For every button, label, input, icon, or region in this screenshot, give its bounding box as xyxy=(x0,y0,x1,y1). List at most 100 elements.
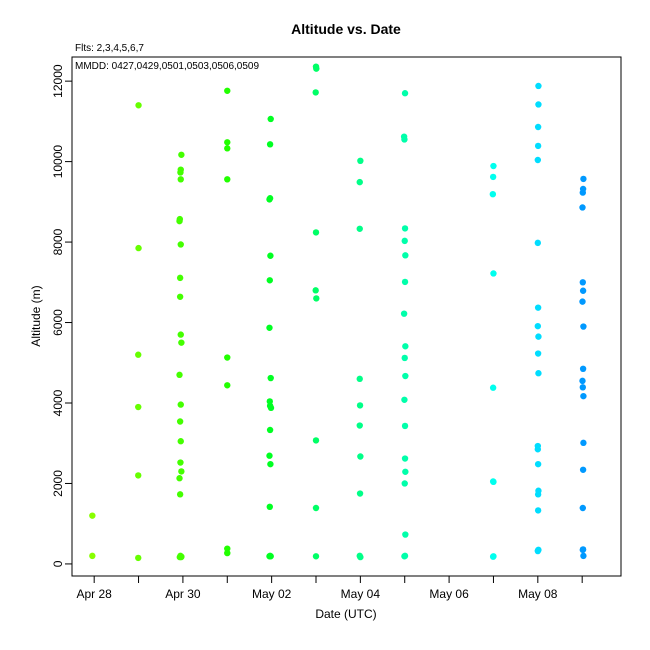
data-point xyxy=(176,217,183,225)
data-point xyxy=(534,491,542,498)
data-point xyxy=(401,237,408,245)
data-point xyxy=(177,176,184,183)
y-tick-label: 12000 xyxy=(51,64,65,98)
y-tick-label: 0 xyxy=(51,560,65,567)
data-point xyxy=(224,549,231,557)
data-point xyxy=(313,295,320,302)
data-point xyxy=(534,239,542,247)
data-point xyxy=(224,87,231,94)
x-tick-label: Apr 30 xyxy=(165,587,201,601)
data-point xyxy=(580,392,587,400)
data-point xyxy=(401,396,408,403)
data-point xyxy=(579,365,587,373)
data-point xyxy=(266,426,274,434)
data-point xyxy=(490,162,497,170)
data-point xyxy=(224,139,231,146)
data-point xyxy=(177,241,184,248)
data-point xyxy=(357,553,364,561)
data-point xyxy=(579,298,586,305)
x-axis: Apr 28 Apr 30 May 02 May 04 May 06 May 08 xyxy=(77,576,583,601)
data-point xyxy=(402,468,409,475)
data-point xyxy=(356,490,364,497)
data-point xyxy=(312,229,320,236)
x-tick-label: May 08 xyxy=(518,587,558,601)
data-point xyxy=(313,65,320,72)
data-point xyxy=(402,372,409,380)
data-point xyxy=(224,382,231,389)
data-point xyxy=(312,287,319,294)
data-point xyxy=(535,333,542,340)
y-tick-label: 10000 xyxy=(51,145,65,179)
data-point xyxy=(402,531,409,538)
data-point xyxy=(534,142,542,150)
y-axis-label: Altitude (m) xyxy=(29,285,43,346)
data-point xyxy=(535,546,542,554)
plot-frame xyxy=(71,56,622,577)
x-tick-label: May 04 xyxy=(341,587,381,601)
data-point xyxy=(266,452,273,459)
data-point xyxy=(490,553,497,560)
data-point xyxy=(490,270,497,277)
data-point xyxy=(267,404,275,412)
data-points xyxy=(89,63,587,562)
y-tick-label: 4000 xyxy=(51,389,65,416)
data-point xyxy=(579,546,587,553)
data-point xyxy=(357,453,364,460)
data-point xyxy=(535,82,542,90)
data-point xyxy=(490,478,497,486)
x-tick-label: Apr 28 xyxy=(77,587,113,601)
data-point xyxy=(266,195,274,202)
data-point xyxy=(580,439,587,447)
data-point xyxy=(224,176,231,183)
data-point xyxy=(534,446,542,453)
data-point xyxy=(534,304,542,311)
data-point xyxy=(356,422,363,429)
data-point xyxy=(402,343,409,350)
data-point xyxy=(224,545,231,552)
data-point xyxy=(534,322,542,330)
data-point xyxy=(489,190,497,198)
data-point xyxy=(580,175,587,183)
data-point xyxy=(489,384,497,391)
x-tick-label: May 06 xyxy=(429,587,469,601)
data-point xyxy=(135,554,142,562)
data-point xyxy=(266,503,273,510)
mmdd-annotation: MMDD: 0427,0429,0501,0503,0506,0509 xyxy=(75,61,259,72)
data-point xyxy=(176,475,183,482)
data-point xyxy=(534,507,542,514)
data-point xyxy=(579,279,586,286)
data-point xyxy=(266,324,273,331)
data-point xyxy=(356,402,364,409)
data-point xyxy=(176,491,184,498)
data-point xyxy=(89,552,96,560)
data-point xyxy=(356,225,363,232)
data-point xyxy=(401,225,409,232)
data-point xyxy=(267,374,274,382)
data-point xyxy=(580,323,587,330)
data-point xyxy=(177,331,184,338)
data-point xyxy=(267,553,274,560)
data-point xyxy=(135,472,142,479)
data-point xyxy=(267,252,274,259)
data-point xyxy=(534,350,542,357)
data-point xyxy=(224,354,231,361)
data-point xyxy=(89,512,96,519)
data-point xyxy=(177,438,184,445)
data-point xyxy=(357,157,364,164)
data-point xyxy=(401,480,408,487)
data-point xyxy=(176,371,183,379)
data-point xyxy=(312,437,320,444)
data-point xyxy=(267,115,274,123)
data-point xyxy=(580,552,587,560)
data-point xyxy=(135,244,142,252)
data-point xyxy=(401,455,409,462)
data-point xyxy=(401,422,409,430)
data-point xyxy=(579,189,586,196)
data-point xyxy=(176,418,184,425)
data-point xyxy=(178,553,185,560)
data-point xyxy=(400,310,408,317)
data-point xyxy=(178,339,185,346)
data-point xyxy=(176,274,184,282)
data-point xyxy=(535,101,542,108)
data-point xyxy=(534,460,542,468)
